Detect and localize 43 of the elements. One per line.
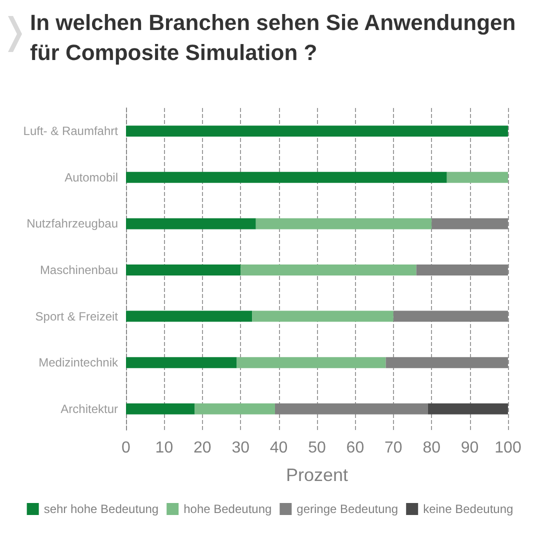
- x-tick-label: 20: [194, 440, 212, 456]
- legend-label: sehr hohe Bedeutung: [44, 502, 159, 516]
- bar: [126, 126, 508, 137]
- bar: [428, 403, 508, 414]
- legend-label: keine Bedeutung: [423, 502, 514, 516]
- x-tick-label: 100: [494, 440, 522, 456]
- x-tick-label: 30: [232, 440, 250, 456]
- bar: [252, 310, 394, 322]
- bar: [432, 218, 508, 230]
- x-axis-title: Prozent: [286, 465, 348, 485]
- bar: [126, 218, 256, 230]
- legend-label: hohe Bedeutung: [184, 502, 272, 516]
- x-tick-label: 0: [122, 440, 131, 456]
- bar: [386, 357, 508, 368]
- bar: [393, 310, 508, 322]
- bar: [126, 357, 237, 368]
- y-tick-label: Maschinenbau: [40, 263, 118, 277]
- bar: [240, 264, 416, 276]
- bar: [256, 218, 432, 230]
- x-tick-label: 90: [460, 440, 479, 456]
- y-tick-label: Sport & Freizeit: [35, 309, 119, 324]
- x-tick-label: 10: [155, 440, 174, 456]
- y-tick-label: Medizintechnik: [38, 356, 119, 370]
- bar: [236, 357, 386, 368]
- x-tick-label: 50: [308, 440, 326, 456]
- x-tick-label: 40: [270, 440, 288, 456]
- bar: [274, 403, 428, 414]
- bar: [126, 264, 241, 276]
- bar: [194, 403, 275, 414]
- y-tick-label: Nutzfahrzeugbau: [26, 216, 118, 231]
- bar: [126, 172, 447, 183]
- x-tick-label: 60: [346, 440, 364, 456]
- x-tick-label: 70: [384, 440, 402, 456]
- y-tick-label: Automobil: [64, 170, 118, 184]
- y-tick-label: Architektur: [60, 402, 118, 416]
- y-tick-label: Luft- & Raumfahrt: [23, 124, 119, 138]
- bar: [126, 310, 252, 322]
- x-tick-label: 80: [422, 440, 441, 456]
- bar: [126, 403, 195, 414]
- bar: [446, 172, 508, 183]
- chart-title: In welchen Branchen sehen Sie Anwendungen für Composite Simulation ?: [30, 9, 517, 67]
- bar: [416, 264, 508, 276]
- legend-label: geringe Bedeutung: [296, 502, 398, 516]
